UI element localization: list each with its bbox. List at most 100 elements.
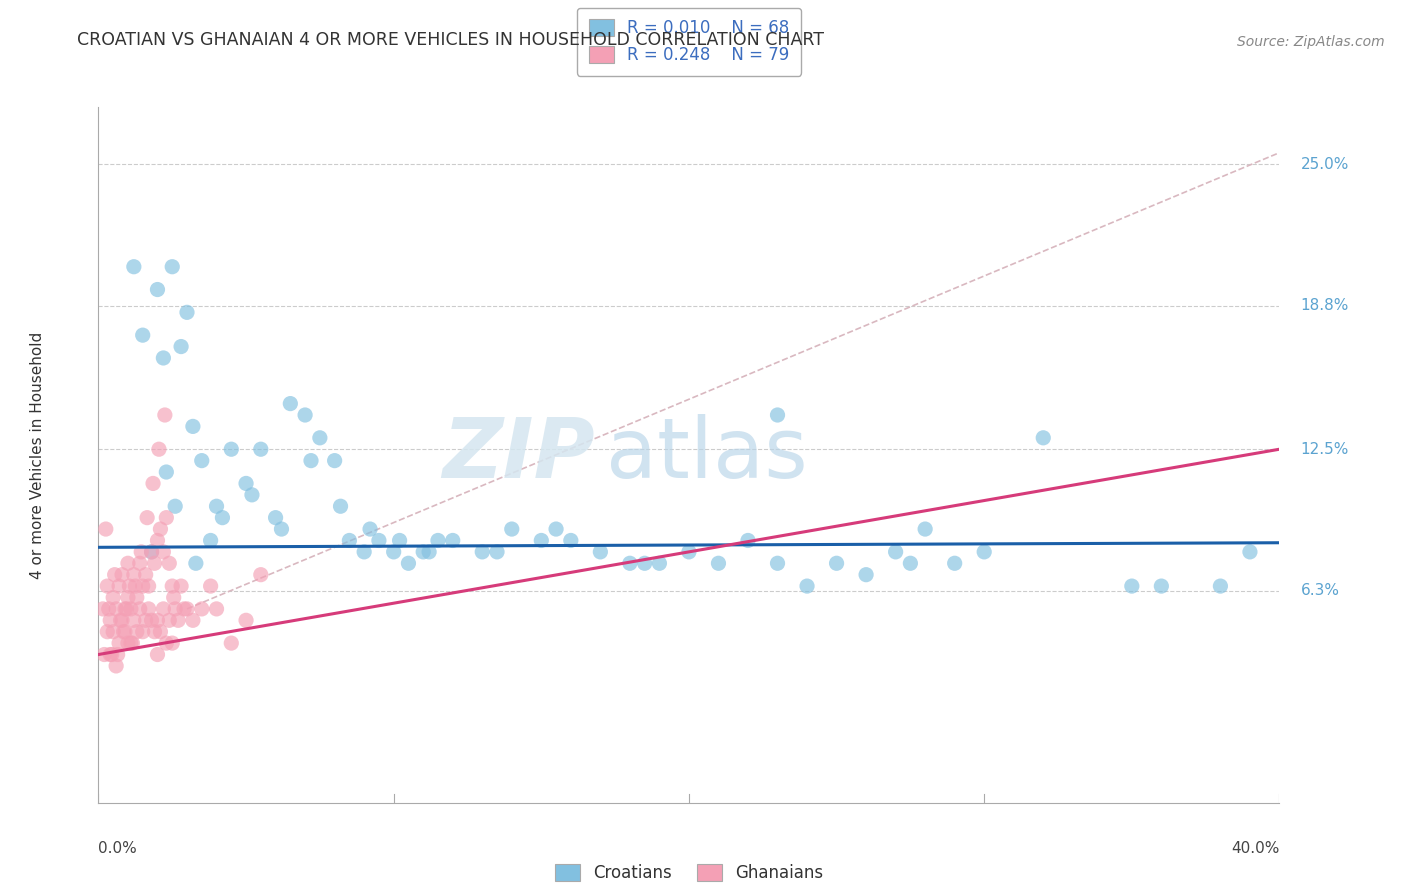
Point [184,556,207,570]
Point [125,624,148,639]
Point [114,602,136,616]
Point [108,636,131,650]
Point [148,442,170,457]
Point [323,453,346,467]
Point [396,556,419,570]
Point [165,500,187,514]
Point [486,545,509,559]
Point [141,613,163,627]
Text: 18.8%: 18.8% [1301,298,1350,313]
Point [368,533,391,548]
Point [427,533,450,548]
Point [796,579,818,593]
Point [107,648,129,662]
Text: Source: ZipAtlas.com: Source: ZipAtlas.com [1237,35,1385,49]
Point [191,602,214,616]
Point [471,545,494,559]
Point [1121,579,1143,593]
Point [108,579,131,593]
Point [135,613,157,627]
Point [737,533,759,548]
Point [353,545,375,559]
Point [122,567,145,582]
Text: CROATIAN VS GHANAIAN 4 OR MORE VEHICLES IN HOUSEHOLD CORRELATION CHART: CROATIAN VS GHANAIAN 4 OR MORE VEHICLES … [77,31,824,49]
Point [152,545,174,559]
Point [157,556,180,570]
Point [100,648,122,662]
Point [97,602,120,616]
Point [91,602,114,616]
Point [118,579,141,593]
Point [132,328,155,343]
Point [855,567,877,582]
Point [235,476,257,491]
Text: ZIP: ZIP [441,415,595,495]
Point [136,510,159,524]
Point [117,591,139,605]
Point [825,556,848,570]
Point [501,522,523,536]
Point [299,453,322,467]
Point [900,556,922,570]
Point [153,408,176,422]
Point [111,613,134,627]
Point [115,602,138,616]
Point [146,533,169,548]
Point [176,602,198,616]
Point [146,283,169,297]
Point [93,648,115,662]
Point [125,591,148,605]
Point [173,602,195,616]
Point [170,579,193,593]
Point [219,636,243,650]
Point [146,613,169,627]
Point [250,442,273,457]
Point [560,533,582,548]
Point [149,522,172,536]
Point [219,442,243,457]
Point [98,648,121,662]
Point [418,545,440,559]
Point [973,545,995,559]
Point [235,613,257,627]
Point [104,567,127,582]
Point [162,260,183,274]
Point [165,602,187,616]
Point [149,624,172,639]
Point [337,533,360,548]
Point [152,351,174,365]
Text: 40.0%: 40.0% [1232,841,1279,856]
Point [530,533,553,548]
Point [138,579,160,593]
Point [111,567,134,582]
Point [1150,579,1173,593]
Point [205,500,228,514]
Point [205,602,228,616]
Point [94,522,117,536]
Point [176,305,198,319]
Point [441,533,464,548]
Point [619,556,641,570]
Point [146,648,169,662]
Point [270,522,292,536]
Point [170,340,193,354]
Point [141,545,163,559]
Point [191,453,214,467]
Point [143,624,166,639]
Point [135,567,157,582]
Point [128,602,150,616]
Point [124,579,146,593]
Point [162,579,183,593]
Point [943,556,966,570]
Point [129,545,152,559]
Point [98,613,121,627]
Point [200,579,222,593]
Text: 25.0%: 25.0% [1301,157,1350,171]
Point [132,624,155,639]
Point [1032,431,1054,445]
Point [329,500,352,514]
Point [181,419,204,434]
Point [157,613,180,627]
Point [211,510,233,524]
Point [155,510,177,524]
